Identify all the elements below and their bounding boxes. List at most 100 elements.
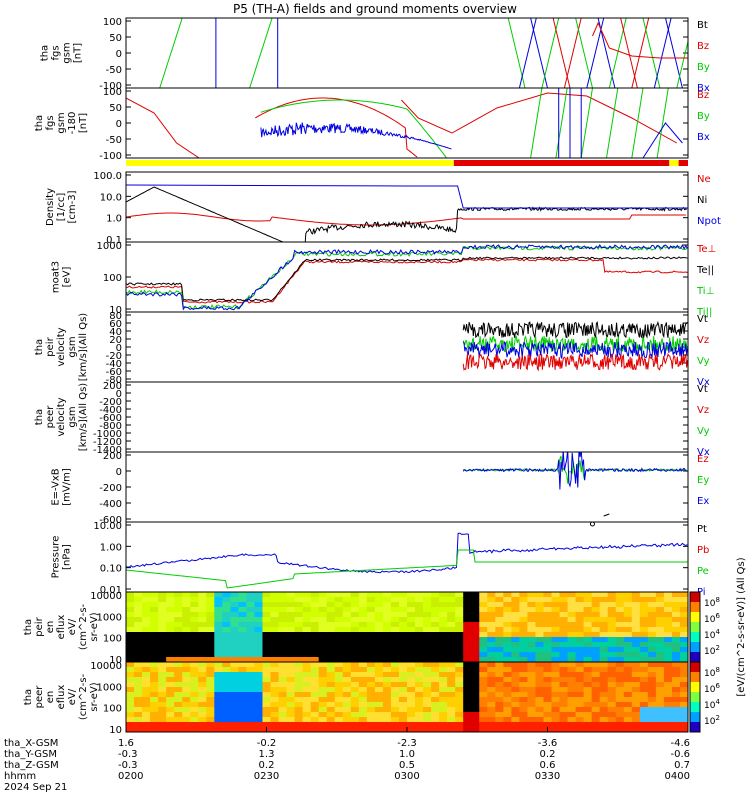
spectrogram-cell [182,712,191,718]
spectrogram-cell [431,617,440,623]
spectrogram-cell [671,717,681,723]
spectrogram-cell [398,637,408,643]
spectrogram-cell [358,712,368,718]
bz-trace [401,92,678,144]
spectrogram-cell [150,612,159,618]
spectrogram-cell [238,642,247,648]
spectrogram-cell [503,677,512,683]
spectrogram-cell [527,697,536,703]
spectrogram-cell [302,607,312,613]
spectrogram-cell [679,707,689,713]
spectrogram-cell [471,617,480,623]
spectrogram-cell [206,677,215,683]
spectrogram-cell [527,692,536,698]
spectrogram-cell [591,682,601,688]
spectrogram-cell [286,697,296,703]
spectrogram-cell [334,657,344,663]
spectrogram-cell [439,692,448,698]
spectrogram-cell [439,712,448,718]
y-axis-label: [nT] [73,43,84,63]
spectrogram-cell [182,692,191,698]
spectrogram-cell [439,622,448,628]
spectrogram-cell [206,712,215,718]
spectrogram-cell [374,722,384,728]
spectrogram-cell [382,612,392,618]
spectrogram-cell [126,692,135,698]
spectrogram-cell [310,647,320,653]
spectrogram-cell [535,632,544,638]
spectrogram-cell [254,597,263,603]
spectrogram-cell [126,592,135,598]
spectrogram-cell [423,707,432,713]
spectrogram-cell [174,702,183,708]
spectrogram-cell [262,627,272,633]
spectrogram-cell [166,667,175,673]
spectrogram-cell [334,662,344,668]
spectrogram-cell [431,607,440,613]
spectrogram-cell [150,617,159,623]
spectrogram-cell [423,672,432,678]
bfield-trace [518,18,537,88]
spectrogram-cell [302,692,312,698]
spectrogram-cell [246,727,255,733]
spectrogram-cell [567,607,577,613]
spectrogram-cell [230,612,239,618]
spectrogram-cell [407,617,416,623]
spectrogram-cell [415,662,424,668]
spectrogram-cell [551,707,561,713]
spectrogram-cell [126,672,135,678]
spectrogram-cell [575,597,585,603]
spectrogram-cell [407,672,416,678]
spectrogram-cell [455,622,464,628]
spectrogram-cell [390,722,400,728]
spectrogram-cell [230,647,239,653]
spectrogram-cell [326,702,336,708]
spectrogram-cell [535,722,544,728]
spectrogram-cell [134,662,143,668]
spectrogram-cell [286,622,296,628]
spectrogram-cell [447,652,456,658]
spectrogram-cell [126,707,135,713]
y-axis-label: [nT] [78,113,89,133]
spectrogram-cell [342,667,352,673]
spectrogram-cell [647,612,657,618]
xaxis-value: 0330 [535,771,560,782]
y-axis-label: gsm [67,336,78,357]
spectrogram-cell [495,607,504,613]
spectrogram-cell [318,637,328,643]
spectrogram-cell [246,617,255,623]
spectrogram-cell [407,642,416,648]
spectrogram-cell [463,667,472,673]
spectrogram-cell [503,692,512,698]
spectrogram-cell [326,617,336,623]
spectrogram-cell [623,597,633,603]
spectrogram-cell [679,622,689,628]
ytick-label: -800 [99,421,122,432]
spectrogram-cell [126,722,135,728]
spectrogram-cell [142,607,151,613]
spectrogram-cell [334,727,344,733]
spectrogram-cell [350,667,360,673]
spectrogram-cell [310,722,320,728]
spectrogram-cell [463,607,472,613]
spectrogram-cell [471,672,480,678]
spectrogram-cell [302,712,312,718]
spectrogram-cell [142,707,151,713]
spectrogram-cell [607,642,617,648]
spectrogram-cell [270,697,280,703]
spectrogram-cell [158,682,167,688]
spectrogram-cell [623,632,633,638]
spectrogram-cell [310,617,320,623]
spectrogram-cell [543,702,553,708]
spectrogram-cell [158,722,167,728]
spectrogram-cell [455,692,464,698]
spectrogram-cell [479,712,488,718]
spectrogram-cell [671,607,681,613]
colorbar-band [690,682,700,693]
spectrogram-cell [479,592,488,598]
spectrogram-cell [679,597,689,603]
spectrogram-cell [286,647,296,653]
spectrogram-cell [150,712,159,718]
spectrogram-cell [535,727,544,733]
spectrogram-cell [150,607,159,613]
